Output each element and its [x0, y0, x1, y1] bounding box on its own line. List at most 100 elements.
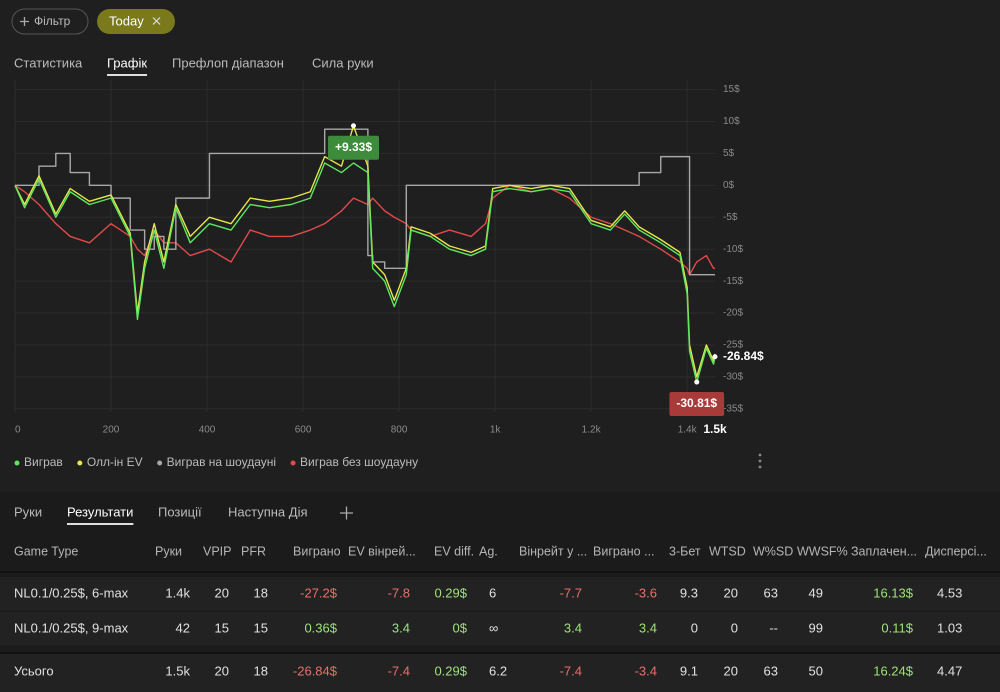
x-tick-label: 0: [15, 425, 21, 436]
table-cell: -26.84$: [293, 663, 338, 678]
close-icon[interactable]: [152, 17, 161, 25]
table-row: [0, 612, 1000, 646]
annotation-label: +9.33$: [335, 140, 372, 154]
column-header[interactable]: Ag.: [479, 544, 498, 558]
bottom-tab[interactable]: Позиції: [158, 504, 202, 519]
table-cell: 1.4k: [165, 585, 190, 600]
legend-dot: [14, 460, 20, 466]
column-header[interactable]: EV вінрей...: [348, 544, 416, 558]
x-tick-label: 1.4k: [678, 425, 698, 436]
x-tick-label: 400: [199, 425, 216, 436]
bottom-tab[interactable]: Наступна Дія: [228, 504, 308, 519]
annotation-point: [350, 123, 356, 129]
y-tick-label: -5$: [723, 212, 738, 223]
table-cell: Усього: [14, 663, 54, 678]
y-tick-label: 0$: [723, 180, 735, 191]
legend-dot: [77, 460, 83, 466]
table-cell: 0$: [453, 620, 468, 635]
legend-label[interactable]: Виграв: [24, 455, 63, 469]
table-cell: -7.4: [560, 663, 582, 678]
table-cell: 1.5k: [165, 663, 190, 678]
bottom-tab[interactable]: Результати: [67, 504, 133, 519]
y-tick-label: 5$: [723, 148, 735, 159]
x-tick-label: 800: [391, 425, 408, 436]
table-cell: -3.4: [635, 663, 657, 678]
column-header[interactable]: WWSF%: [797, 544, 848, 558]
table-cell: 20: [215, 585, 229, 600]
legend-label[interactable]: Олл-ін EV: [87, 455, 143, 469]
column-header[interactable]: 3-Бет: [669, 544, 701, 558]
annotation-label: -26.84$: [723, 349, 764, 363]
table-cell: -27.2$: [300, 585, 338, 600]
dot: [758, 453, 762, 457]
table-cell: 99: [809, 620, 823, 635]
tab[interactable]: Префлоп діапазон: [172, 55, 284, 70]
y-tick-label: -30$: [723, 372, 743, 383]
column-header[interactable]: Дисперсі...: [925, 544, 987, 558]
table-cell: 16.24$: [873, 663, 914, 678]
column-header[interactable]: Game Type: [14, 544, 78, 558]
column-header[interactable]: W%SD: [753, 544, 793, 558]
annotation-label: -30.81$: [676, 396, 717, 410]
tab[interactable]: Графік: [107, 55, 147, 70]
legend-label[interactable]: Виграв на шоудауні: [167, 455, 276, 469]
x-tick-label: 200: [103, 425, 120, 436]
table-cell: 0: [731, 620, 738, 635]
table-cell: -7.7: [560, 585, 582, 600]
table-cell: 3.4: [639, 620, 657, 635]
table-cell: 49: [809, 585, 823, 600]
filter-button[interactable]: Фільтр: [11, 8, 89, 35]
column-header[interactable]: Виграно: [293, 544, 341, 558]
table-cell: 18: [254, 663, 268, 678]
active-filter[interactable]: Today: [97, 9, 175, 34]
table-cell: -3.6: [635, 585, 657, 600]
x-tick-label: 1.2k: [582, 425, 602, 436]
bottom-tab[interactable]: Руки: [14, 504, 42, 519]
column-header[interactable]: EV diff.: [434, 544, 474, 558]
y-tick-label: -10$: [723, 244, 743, 255]
x-tick-label: 1k: [490, 425, 502, 436]
column-header[interactable]: Виграно ...: [593, 544, 655, 558]
plus-icon: [20, 17, 29, 26]
table-cell: 4.47: [937, 663, 962, 678]
column-header[interactable]: PFR: [241, 544, 266, 558]
series-line: [15, 128, 715, 276]
table-row: [0, 577, 1000, 611]
table-cell: 9.3: [680, 585, 698, 600]
table-cell: -7.8: [388, 585, 410, 600]
y-tick-label: -35$: [723, 403, 743, 414]
table-cell: 9.1: [680, 663, 698, 678]
legend-dot: [290, 460, 296, 466]
column-header[interactable]: WTSD: [709, 544, 746, 558]
table-cell: 0.36$: [304, 620, 337, 635]
more-menu[interactable]: [758, 453, 762, 469]
column-header[interactable]: VPIP: [203, 544, 232, 558]
table-cell: 0.11$: [881, 620, 913, 635]
table-cell: 20: [724, 663, 738, 678]
tab[interactable]: Сила руки: [312, 55, 374, 70]
column-header[interactable]: Вінрейт у ...: [519, 544, 587, 558]
y-tick-label: -15$: [723, 276, 743, 287]
y-tick-label: -25$: [723, 340, 743, 351]
table-cell: 0.29$: [434, 585, 467, 600]
legend-label[interactable]: Виграв без шоудауну: [300, 455, 418, 469]
table-cell: 16.13$: [873, 585, 914, 600]
today-pill: [97, 9, 175, 34]
annotation-box: [669, 392, 725, 417]
column-header[interactable]: Заплачен...: [851, 544, 917, 558]
table-cell: NL0.1/0.25$, 9-max: [14, 620, 129, 635]
table-cell: 0: [691, 620, 698, 635]
table-cell: -7.4: [388, 663, 410, 678]
tab[interactable]: Статистика: [14, 55, 83, 70]
series-line: [14, 162, 716, 383]
table-cell: 3.4: [564, 620, 582, 635]
tab-underline: [107, 74, 148, 76]
table-cell: 0.29$: [434, 663, 467, 678]
table-cell: 15: [254, 620, 268, 635]
add-tab[interactable]: [340, 506, 353, 520]
table-cell: 15: [215, 620, 229, 635]
column-header[interactable]: Руки: [155, 544, 182, 558]
filter-pill: [11, 8, 89, 35]
today-label: Today: [109, 13, 144, 28]
